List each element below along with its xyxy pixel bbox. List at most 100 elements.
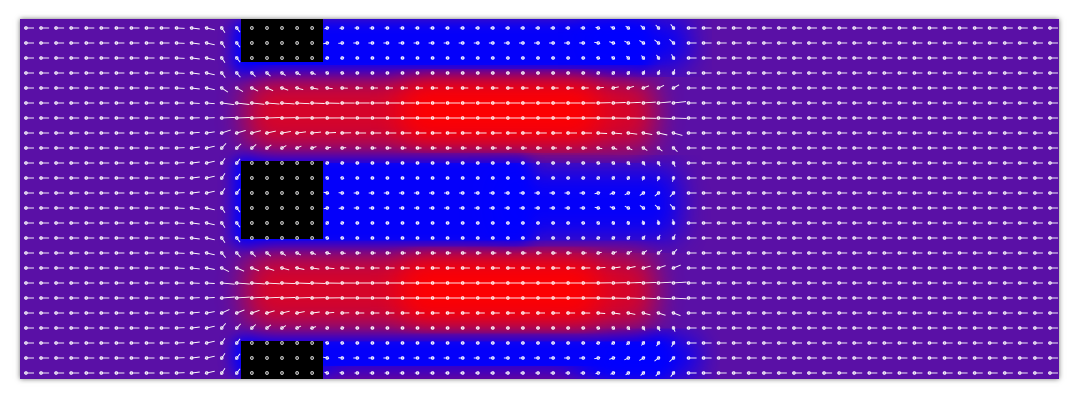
velocity-vector bbox=[761, 146, 772, 150]
velocity-vector bbox=[1048, 206, 1058, 210]
velocity-vector bbox=[564, 191, 571, 195]
velocity-vector bbox=[897, 191, 908, 195]
velocity-vector bbox=[129, 356, 140, 360]
velocity-vector bbox=[581, 131, 593, 135]
velocity-vector bbox=[1048, 56, 1058, 60]
velocity-vector bbox=[867, 296, 878, 300]
velocity-vector bbox=[325, 326, 330, 330]
velocity-vector bbox=[414, 206, 420, 210]
velocity-vector bbox=[84, 296, 95, 300]
velocity-vector bbox=[520, 296, 536, 300]
velocity-vector bbox=[189, 26, 200, 30]
velocity-vector bbox=[822, 266, 833, 270]
velocity-vector bbox=[129, 131, 140, 135]
velocity-vector bbox=[84, 221, 95, 225]
velocity-vector bbox=[822, 191, 833, 195]
velocity-vector bbox=[39, 116, 50, 120]
velocity-vector bbox=[159, 71, 170, 75]
velocity-vector bbox=[837, 236, 848, 240]
velocity-vector bbox=[430, 146, 437, 150]
velocity-vector bbox=[475, 146, 482, 150]
velocity-vector bbox=[1032, 221, 1043, 225]
velocity-vector bbox=[716, 206, 727, 210]
velocity-vector bbox=[972, 206, 983, 210]
velocity-vector bbox=[24, 41, 34, 45]
velocity-vector bbox=[897, 371, 908, 375]
velocity-vector bbox=[927, 326, 938, 330]
velocity-vector bbox=[746, 341, 757, 345]
velocity-vector bbox=[129, 71, 140, 75]
velocity-vector bbox=[867, 41, 878, 45]
velocity-vector bbox=[671, 340, 676, 347]
bottom-obstacle bbox=[241, 341, 323, 379]
velocity-vector bbox=[867, 221, 878, 225]
velocity-vector bbox=[355, 161, 360, 165]
velocity-vector bbox=[265, 236, 269, 240]
velocity-vector bbox=[370, 56, 375, 60]
velocity-vector bbox=[927, 146, 938, 150]
velocity-vector bbox=[310, 86, 319, 90]
velocity-vector bbox=[701, 311, 712, 315]
velocity-vector bbox=[235, 251, 241, 258]
velocity-vector bbox=[671, 161, 676, 167]
velocity-vector bbox=[1032, 191, 1043, 195]
velocity-vector bbox=[566, 176, 571, 180]
velocity-vector bbox=[867, 71, 878, 75]
velocity-vector bbox=[837, 41, 848, 45]
velocity-vector bbox=[852, 41, 863, 45]
velocity-vector bbox=[671, 84, 680, 90]
velocity-vector bbox=[325, 71, 330, 75]
velocity-vector bbox=[39, 161, 50, 165]
velocity-vector bbox=[399, 371, 405, 375]
velocity-vector bbox=[69, 41, 80, 45]
velocity-vector bbox=[1032, 26, 1043, 30]
velocity-vector bbox=[370, 296, 386, 300]
velocity-vector bbox=[249, 130, 261, 135]
velocity-vector bbox=[325, 101, 340, 105]
velocity-vector bbox=[1048, 296, 1058, 300]
velocity-vector bbox=[776, 161, 787, 165]
velocity-vector bbox=[505, 311, 515, 315]
velocity-vector bbox=[295, 311, 305, 315]
velocity-vector bbox=[475, 101, 491, 105]
velocity-vector bbox=[927, 131, 938, 135]
velocity-vector bbox=[54, 71, 65, 75]
velocity-vector bbox=[445, 116, 461, 120]
velocity-vector bbox=[1048, 191, 1058, 195]
velocity-vector bbox=[39, 341, 50, 345]
velocity-vector bbox=[776, 131, 787, 135]
velocity-vector bbox=[882, 206, 893, 210]
velocity-vector bbox=[220, 251, 226, 258]
velocity-vector bbox=[129, 326, 140, 330]
velocity-vector bbox=[144, 236, 155, 240]
velocity-vector bbox=[1002, 221, 1013, 225]
velocity-vector bbox=[594, 41, 601, 45]
velocity-vector bbox=[220, 173, 226, 180]
velocity-vector bbox=[580, 371, 586, 375]
velocity-vector bbox=[54, 176, 65, 180]
velocity-vector bbox=[626, 250, 633, 255]
velocity-vector bbox=[837, 86, 848, 90]
velocity-vector bbox=[490, 341, 495, 345]
velocity-vector bbox=[264, 310, 275, 315]
velocity-vector bbox=[460, 146, 467, 150]
velocity-vector bbox=[295, 296, 311, 300]
velocity-vector bbox=[716, 371, 727, 375]
velocity-vector bbox=[746, 56, 757, 60]
velocity-vector bbox=[475, 371, 480, 375]
velocity-vector bbox=[505, 326, 510, 330]
velocity-vector bbox=[295, 281, 311, 285]
velocity-vector bbox=[972, 101, 983, 105]
velocity-vector bbox=[340, 86, 348, 90]
velocity-vector bbox=[505, 161, 510, 165]
velocity-vector bbox=[942, 146, 953, 150]
velocity-vector bbox=[942, 131, 953, 135]
velocity-vector bbox=[837, 116, 848, 120]
velocity-vector bbox=[54, 251, 65, 255]
velocity-vector bbox=[867, 116, 878, 120]
velocity-vector bbox=[716, 341, 727, 345]
velocity-vector bbox=[340, 341, 345, 345]
velocity-vector bbox=[400, 71, 405, 75]
velocity-vector bbox=[249, 309, 260, 315]
velocity-vector bbox=[39, 236, 50, 240]
